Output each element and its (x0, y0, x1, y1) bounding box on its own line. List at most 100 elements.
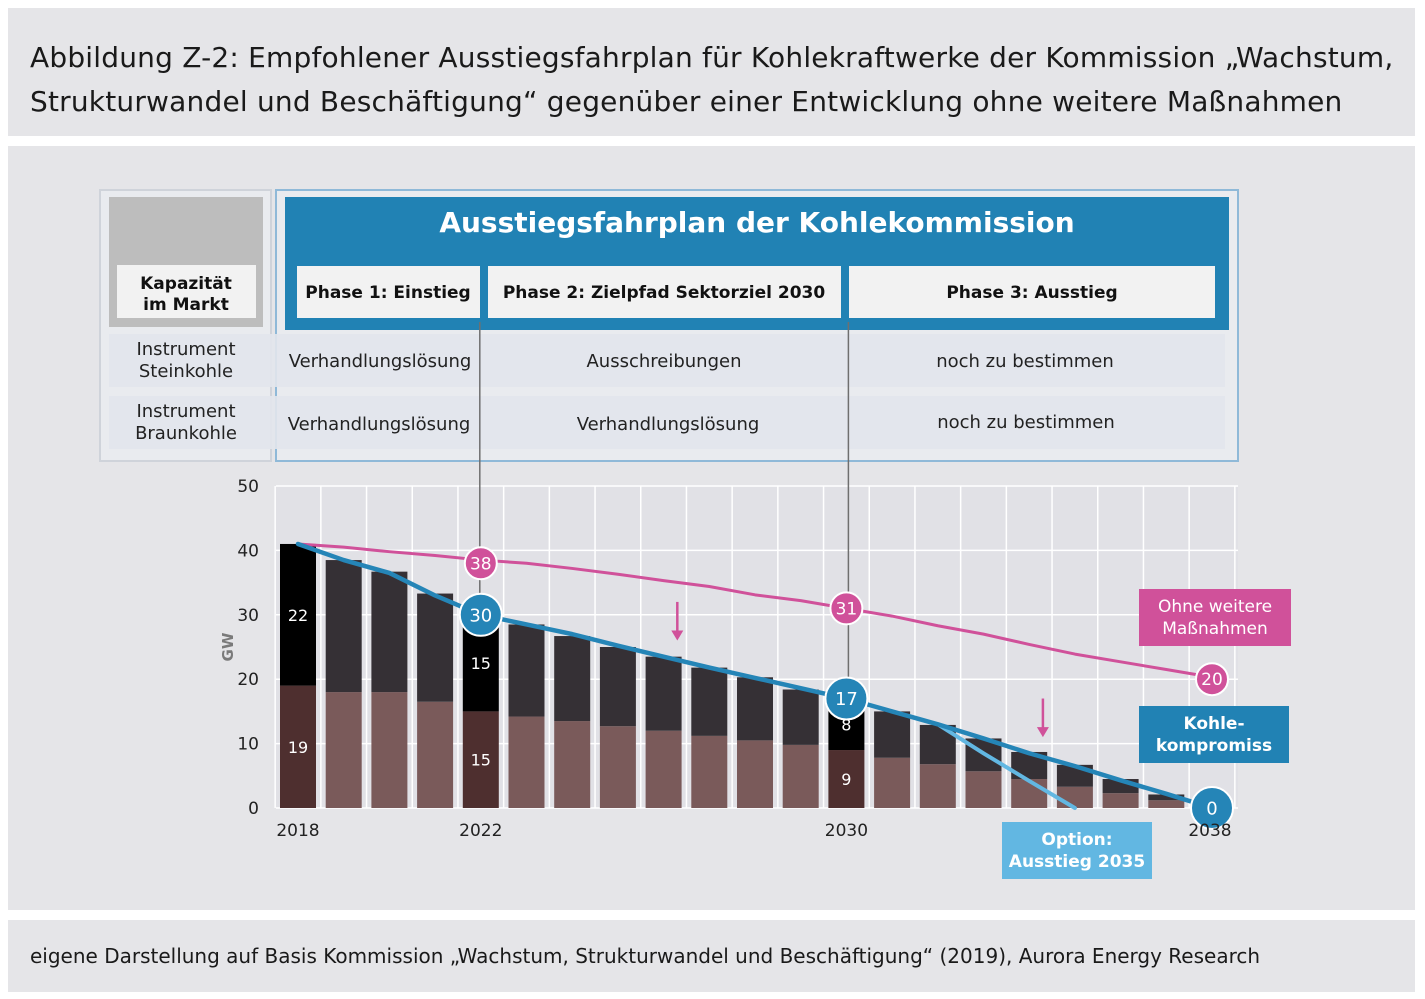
marker-ohne-massnahmen (463, 546, 498, 581)
bar-braunkohle (462, 711, 499, 808)
bar-steinkohle (782, 689, 819, 745)
bar-braunkohle (645, 730, 682, 808)
marker-value-label: 20 (1201, 670, 1223, 690)
braunkohle-row (109, 396, 1225, 449)
cell-steinkohle-phase-2: Ausschreibungen (586, 351, 741, 372)
phase-1-label: Phase 1: Einstieg (305, 283, 470, 303)
legend-kohlekompromiss-line-1: Kohle- (1183, 714, 1244, 734)
marker-value-label: 17 (835, 689, 858, 710)
cell-steinkohle-phase-1: Verhandlungslösung (289, 351, 472, 372)
source-footer: eigene Darstellung auf Basis Kommission … (30, 944, 1261, 968)
lines (295, 541, 1215, 811)
bar-steinkohle (874, 711, 911, 758)
legend-kohlekompromiss: Kohle- kompromiss (1139, 706, 1289, 763)
bar-braunkohle (1148, 800, 1185, 808)
y-tick-label: 40 (237, 541, 259, 561)
bar-braunkohle (325, 692, 362, 808)
legend-option-2035: Option: Ausstieg 2035 (1002, 822, 1152, 879)
down-arrow-head (1036, 727, 1049, 738)
x-tick-label: 2030 (825, 821, 868, 841)
legend-kohlekompromiss-line-2: kompromiss (1156, 736, 1272, 756)
legend-ohne-massnahmen-line-2: Maßnahmen (1162, 619, 1268, 639)
bar-steinkohle (508, 624, 545, 717)
y-tick-label: 0 (248, 799, 259, 819)
bar-braunkohle (371, 692, 408, 808)
row-label-steinkohle-line-2: Steinkohle (139, 361, 233, 382)
phase-1-box (297, 266, 480, 318)
bar-braunkohle (1011, 779, 1048, 808)
bar-steinkohle (645, 656, 682, 731)
bar-braunkohle (417, 701, 454, 808)
row-label-steinkohle-line-1: Instrument (136, 339, 235, 360)
bar-braunkohle (874, 757, 911, 808)
bar-braunkohle (280, 685, 316, 808)
bar-braunkohle (782, 744, 819, 808)
bar-braunkohle (691, 735, 728, 808)
line-kohlekompromiss (295, 541, 1215, 811)
legend-ohne-massnahmen-box (1139, 589, 1291, 646)
bar-steinkohle (1148, 794, 1185, 801)
bar-braunkohle (737, 740, 773, 808)
row-header-label-line-1: Kapazität (140, 274, 232, 294)
bar-steinkohle (554, 636, 591, 722)
cell-braunkohle-phase-1: Verhandlungslösung (288, 414, 471, 435)
bar-steinkohle (417, 593, 454, 702)
marker-kohlekompromiss (1190, 786, 1234, 830)
bar-steinkohle (737, 677, 773, 741)
bar-value-label: 15 (471, 751, 491, 770)
phase-3-label: Phase 3: Ausstieg (946, 283, 1117, 303)
bar-braunkohle (599, 726, 636, 808)
x-tick-label: 2038 (1188, 821, 1231, 841)
y-tick-label: 10 (237, 735, 259, 755)
bar-value-label: 15 (471, 654, 491, 673)
legend-option-2035-line-1: Option: (1041, 830, 1112, 850)
cell-braunkohle-phase-3: noch zu bestimmen (937, 412, 1115, 433)
bars: 22 19 15 15 8 9 (280, 543, 1185, 808)
arrows (671, 601, 1049, 738)
bar-braunkohle (1056, 786, 1093, 808)
marker-value-label: 38 (470, 554, 492, 574)
y-axis-label: GW (219, 632, 237, 661)
marker-kohlekompromiss (458, 592, 503, 637)
x-tick-label: 2018 (276, 821, 319, 841)
bar-braunkohle (919, 764, 956, 808)
footer-band: eigene Darstellung auf Basis Kommission … (8, 920, 1415, 992)
marker-ohne-massnahmen (829, 591, 864, 626)
x-tick-label: 2022 (459, 821, 502, 841)
legend-ohne-massnahmen-line-1: Ohne weitere (1158, 597, 1272, 617)
down-arrow-head (671, 630, 684, 641)
row-label-braunkohle-line-2: Braunkohle (135, 423, 237, 444)
bar-value-label: 8 (841, 715, 851, 734)
bar-value-label: 19 (288, 738, 308, 757)
markers: 38 31 20 30 17 0 (458, 546, 1234, 830)
cell-braunkohle-phase-2: Verhandlungslösung (577, 414, 760, 435)
bar-steinkohle (280, 543, 316, 686)
cell-steinkohle-phase-3: noch zu bestimmen (936, 351, 1114, 372)
roadmap-table: Kapazität im Markt Ausstiegsfahrplan der… (99, 189, 1239, 462)
y-tick-label: 50 (237, 477, 259, 497)
line-ohne-massnahmen (296, 542, 1214, 679)
marker-value-label: 0 (1206, 799, 1217, 820)
bar-braunkohle (828, 750, 865, 808)
marker-value-label: 30 (469, 605, 492, 626)
phase-2-box (488, 266, 841, 318)
figure-title: Abbildung Z-2: Empfohlener Ausstiegsfahr… (30, 36, 1393, 124)
bar-braunkohle (965, 771, 1002, 808)
bar-braunkohle (508, 716, 545, 808)
bar-braunkohle (554, 721, 591, 808)
roadmap-header-title: Ausstiegsfahrplan der Kohlekommission (439, 206, 1074, 239)
marker-value-label: 31 (836, 599, 858, 619)
row-label-braunkohle-line-1: Instrument (136, 401, 235, 422)
legend-option-2035-box (1002, 822, 1152, 879)
legend-kohlekompromiss-box (1139, 706, 1289, 763)
bar-steinkohle (371, 571, 408, 693)
phase-2-label: Phase 2: Zielpfad Sektorziel 2030 (503, 283, 826, 303)
bar-value-label: 22 (288, 606, 308, 625)
bar-steinkohle (599, 647, 636, 727)
y-tick-label: 30 (237, 606, 259, 626)
row-header-label-box (117, 265, 256, 318)
steinkohle-row (109, 334, 1225, 387)
